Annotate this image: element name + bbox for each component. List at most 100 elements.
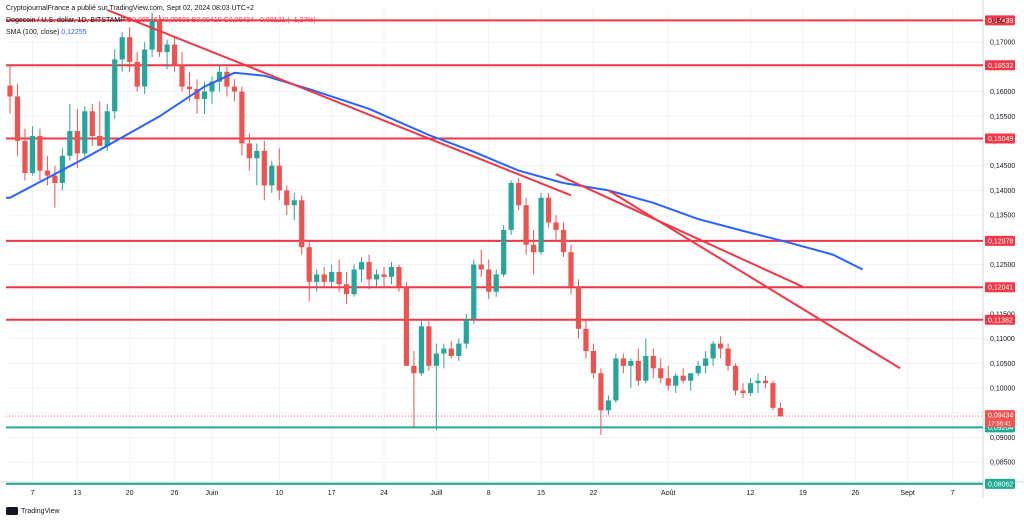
candle-body xyxy=(568,252,574,287)
trendline xyxy=(607,189,901,370)
candle-body xyxy=(351,269,357,295)
countdown-label: 17:56:41 xyxy=(988,422,1012,428)
time-tick-label: 20 xyxy=(126,490,134,497)
candle-body xyxy=(598,373,604,411)
level-price-label: 0,08062 xyxy=(988,481,1013,488)
candle-body xyxy=(560,229,567,253)
candle-body xyxy=(643,355,649,381)
candle-body xyxy=(284,190,290,206)
candle-body xyxy=(665,378,671,386)
candle-body xyxy=(635,360,641,381)
time-tick-label: 8 xyxy=(487,490,491,497)
candle-body xyxy=(523,205,529,245)
level-price-label: 0,11382 xyxy=(988,317,1013,324)
candle-body xyxy=(119,37,125,60)
price-tick-label: 0,09000 xyxy=(990,435,1015,442)
time-tick-label: 15 xyxy=(537,490,545,497)
level-price-tag xyxy=(985,282,1015,293)
trendlines xyxy=(106,9,901,370)
candle-body xyxy=(329,271,335,282)
ohlc-values: O0,09546 H0,09598 B0,09419 C0,09434 −0,0… xyxy=(126,17,316,24)
level-price-tag xyxy=(985,478,1015,489)
candle-body xyxy=(695,365,701,374)
candle-body xyxy=(157,19,163,53)
candle-body xyxy=(314,274,320,282)
candle-body xyxy=(703,358,709,366)
sma-label[interactable]: SMA (100, close) xyxy=(6,29,60,36)
level-price-label: 0,09204 xyxy=(988,425,1013,432)
level-price-tag xyxy=(985,235,1015,246)
candle-body xyxy=(224,71,230,87)
candle-body xyxy=(680,375,686,381)
candle-body xyxy=(545,197,552,223)
sma-value: 0,12255 xyxy=(61,29,87,36)
candle-body xyxy=(575,286,582,329)
candle-body xyxy=(605,400,611,411)
candle-body xyxy=(201,91,208,99)
candle-body xyxy=(755,380,761,384)
candle-body xyxy=(231,86,237,92)
candle-body xyxy=(127,37,133,62)
candle-body xyxy=(590,351,597,374)
brand-name: TradingView xyxy=(21,507,60,515)
symbol-name[interactable]: Dogecoin / U.S. dollar, 1D, BITSTAMP xyxy=(6,17,125,24)
candle-body xyxy=(770,383,776,408)
candle-body xyxy=(89,111,95,137)
candle-body xyxy=(433,353,439,366)
currency-label[interactable]: USD xyxy=(991,18,1006,25)
candle-body xyxy=(104,111,110,146)
candle-body xyxy=(149,19,155,50)
time-tick-label: 13 xyxy=(73,490,81,497)
horizontal-levels xyxy=(6,19,983,485)
candle-body xyxy=(366,262,372,280)
trendline xyxy=(106,9,572,197)
time-tick-label: Juin xyxy=(206,490,219,497)
candle-body xyxy=(381,274,387,277)
candle-body xyxy=(718,343,724,349)
sma-polyline xyxy=(6,71,864,271)
level-price-label: 0,12978 xyxy=(988,238,1013,245)
candle-body xyxy=(650,355,656,369)
time-tick-label: Août xyxy=(661,490,675,497)
candle-body xyxy=(246,143,252,159)
footer-brand[interactable]: TradingView xyxy=(6,507,60,515)
level-price-tag xyxy=(985,314,1015,325)
candle-body xyxy=(164,44,170,53)
candle-body xyxy=(471,264,477,319)
candle-body xyxy=(254,150,260,159)
price-tick-label: 0,10500 xyxy=(990,361,1015,368)
candle-body xyxy=(628,360,634,366)
candle-body xyxy=(344,284,350,295)
candle-body xyxy=(37,136,43,171)
candle-body xyxy=(740,390,746,394)
candle-body xyxy=(725,348,731,366)
time-tick-label: Sept xyxy=(900,490,914,497)
candle-body xyxy=(7,85,13,97)
candle-body xyxy=(67,131,73,156)
candle-body xyxy=(688,373,694,381)
time-tick-label: 17 xyxy=(328,490,336,497)
candle-body xyxy=(239,91,245,144)
candle-body xyxy=(134,61,140,87)
candle-body xyxy=(486,269,492,292)
sma-line xyxy=(6,71,864,271)
price-tick-label: 0,15500 xyxy=(990,114,1015,121)
time-tick-label: 24 xyxy=(380,490,388,497)
candle-body xyxy=(613,358,619,401)
candle-body xyxy=(441,348,447,354)
candle-body xyxy=(501,229,507,275)
candle-body xyxy=(194,89,200,99)
level-price-label: 0,12041 xyxy=(988,285,1013,292)
time-tick-label: 7 xyxy=(30,490,34,497)
price-tick-label: 0,16000 xyxy=(990,89,1015,96)
candle-body xyxy=(112,59,118,112)
candle-body xyxy=(777,407,784,417)
candle-body xyxy=(747,383,754,394)
candle-body xyxy=(209,81,215,92)
candle-body xyxy=(538,197,544,253)
candle-body xyxy=(179,64,185,87)
level-price-tag xyxy=(985,15,1015,26)
candle-body xyxy=(276,165,282,191)
price-tick-label: 0,14000 xyxy=(990,188,1015,195)
